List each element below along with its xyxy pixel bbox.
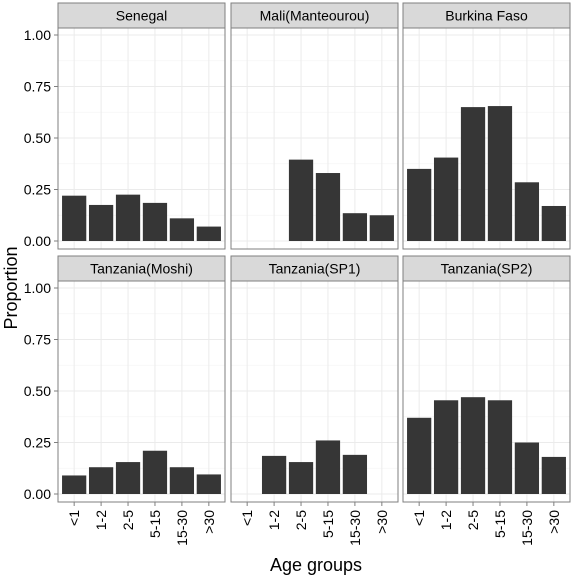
bar xyxy=(142,450,168,494)
bar xyxy=(514,442,540,494)
bar xyxy=(196,226,221,241)
y-tick-label: 0.25 xyxy=(24,435,51,451)
y-tick-label: 0.50 xyxy=(24,383,51,399)
bar xyxy=(487,106,513,241)
bar xyxy=(196,474,221,494)
bar xyxy=(115,194,141,241)
facet-strip xyxy=(402,255,571,282)
x-tick-label: 5-15 xyxy=(147,510,163,538)
bar xyxy=(315,440,341,494)
bar xyxy=(169,218,195,241)
x-tick-label: >30 xyxy=(546,510,562,534)
x-tick-label: <1 xyxy=(411,510,427,526)
bar xyxy=(342,454,368,494)
y-tick-label: 0.50 xyxy=(24,130,51,146)
bar xyxy=(407,417,432,494)
x-axis-label: Age groups xyxy=(270,555,362,575)
panel-border xyxy=(230,280,399,503)
x-tick-label: 15-30 xyxy=(519,510,535,546)
bar xyxy=(541,205,566,241)
bar xyxy=(288,462,314,494)
bar xyxy=(541,456,566,494)
facet-strip xyxy=(57,255,226,282)
y-tick-label: 0.75 xyxy=(24,79,51,95)
bar xyxy=(62,195,87,241)
y-tick-label: 1.00 xyxy=(24,27,51,43)
facet-strip xyxy=(57,2,226,29)
bar xyxy=(261,455,287,494)
bar xyxy=(407,168,432,241)
x-tick-label: >30 xyxy=(201,510,217,534)
bar xyxy=(62,475,87,494)
facet-title: Senegal xyxy=(116,8,167,24)
bar xyxy=(369,215,394,241)
x-tick-label: 1-2 xyxy=(93,510,109,530)
x-tick-label: 15-30 xyxy=(174,510,190,546)
x-tick-label: 1-2 xyxy=(438,510,454,530)
bar xyxy=(288,159,314,241)
panel-border xyxy=(402,27,571,250)
y-tick-label: 0.75 xyxy=(24,332,51,348)
bar xyxy=(88,204,114,241)
facet-title: Tanzania(Moshi) xyxy=(90,261,193,277)
x-tick-label: 1-2 xyxy=(266,510,282,530)
y-tick-label: 0.00 xyxy=(24,233,51,249)
x-tick-label: 5-15 xyxy=(492,510,508,538)
bar xyxy=(433,157,459,241)
facet-title: Tanzania(SP1) xyxy=(269,261,361,277)
x-tick-label: <1 xyxy=(239,510,255,526)
bar xyxy=(514,182,540,241)
bar xyxy=(142,202,168,241)
panel-border xyxy=(230,27,399,250)
x-tick-label: 5-15 xyxy=(320,510,336,538)
y-tick-label: 0.00 xyxy=(24,486,51,502)
facet-title: Burkina Faso xyxy=(445,8,528,24)
x-tick-label: 2-5 xyxy=(293,510,309,530)
bar xyxy=(115,462,141,494)
y-axis-label: Proportion xyxy=(1,246,21,329)
x-tick-label: <1 xyxy=(66,510,82,526)
x-tick-label: >30 xyxy=(374,510,390,534)
facet-title: Mali(Manteourou) xyxy=(260,8,370,24)
y-tick-label: 1.00 xyxy=(24,280,51,296)
facet-strip xyxy=(402,2,571,29)
x-tick-label: 15-30 xyxy=(347,510,363,546)
facet-strip xyxy=(230,2,399,29)
bar xyxy=(460,397,486,494)
bar xyxy=(315,173,341,241)
bar xyxy=(342,213,368,241)
panel-border xyxy=(402,280,571,503)
bar xyxy=(433,400,459,494)
x-tick-label: 2-5 xyxy=(120,510,136,530)
bar xyxy=(169,467,195,494)
x-tick-label: 2-5 xyxy=(465,510,481,530)
bar xyxy=(88,467,114,494)
y-tick-label: 0.25 xyxy=(24,182,51,198)
bar xyxy=(460,107,486,241)
facet-strip xyxy=(230,255,399,282)
bar xyxy=(487,400,513,494)
facet-title: Tanzania(SP2) xyxy=(441,261,533,277)
